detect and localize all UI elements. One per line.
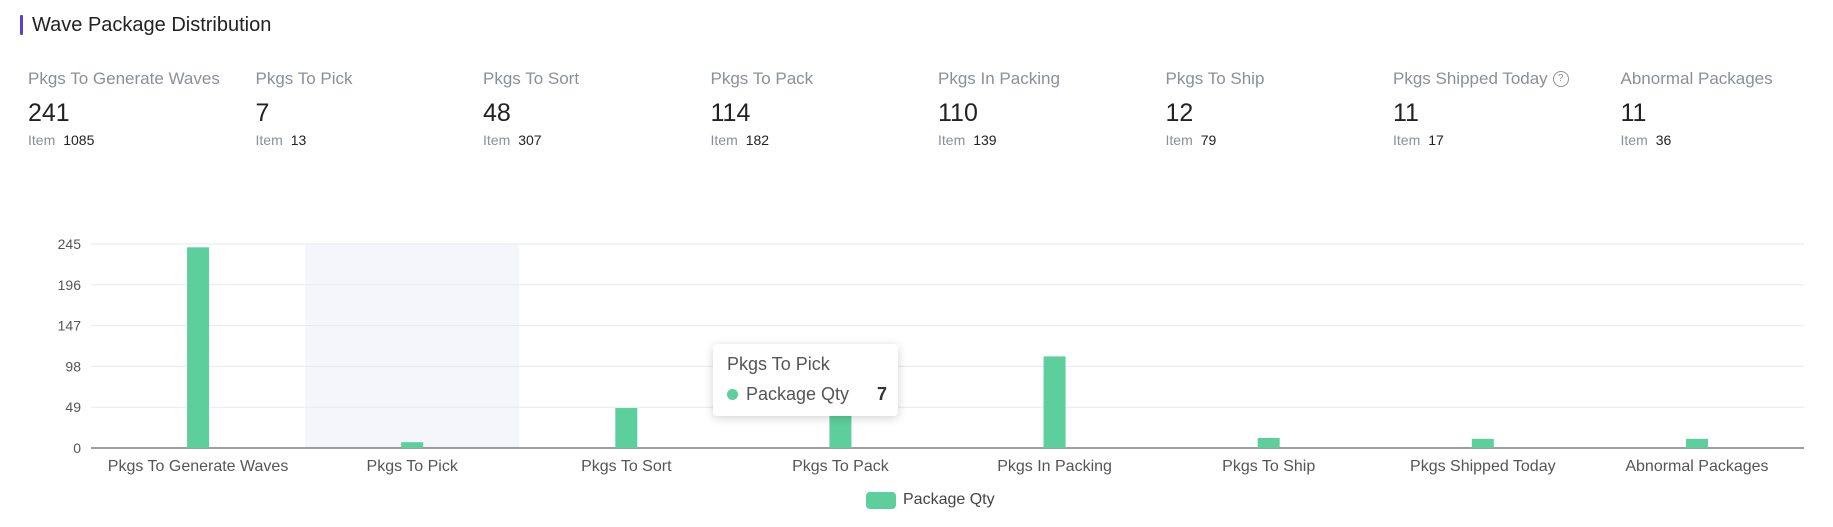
help-icon[interactable]: ?: [1552, 71, 1569, 87]
x-tick-label: Pkgs To Generate Waves: [108, 458, 289, 475]
page-title: Wave Package Distribution: [32, 13, 272, 36]
stat-item-count: Item 307: [483, 132, 711, 148]
stat-item-count: Item 1085: [28, 132, 256, 148]
stat-item-label: Item: [483, 132, 511, 148]
tooltip-row: Package Qty 7: [727, 384, 887, 405]
stat-value: 7: [255, 99, 270, 127]
stat-label-text: Pkgs To Generate Waves: [28, 69, 220, 88]
x-tick-label: Pkgs To Ship: [1222, 458, 1315, 475]
stat-item-label: Item: [255, 132, 283, 148]
section-header: Wave Package Distribution: [20, 14, 271, 36]
stat-value: 114: [710, 99, 751, 127]
stat-label-text: Abnormal Packages: [1620, 69, 1773, 88]
stat-card: Pkgs Shipped Today? 11 Item 17: [1393, 68, 1621, 148]
x-tick-label: Pkgs To Pack: [792, 458, 890, 475]
legend-swatch[interactable]: [866, 491, 896, 509]
tooltip-series-dot: [727, 389, 738, 400]
stat-label-text: Pkgs To Ship: [1165, 69, 1265, 88]
stat-item-value: 1085: [63, 132, 95, 148]
stat-label: Pkgs In Packing: [938, 68, 1166, 90]
bar[interactable]: [187, 247, 210, 448]
tooltip-title: Pkgs To Pick: [727, 354, 830, 374]
stat-card: Pkgs To Sort 48 Item 307: [483, 68, 711, 148]
stat-label-text: Pkgs To Sort: [483, 69, 580, 88]
stat-card: Pkgs To Pick 7 Item 13: [256, 68, 484, 148]
stat-item-count: Item 17: [1393, 132, 1621, 148]
stat-card: Pkgs To Generate Waves 241 Item 1085: [28, 68, 256, 148]
stat-item-label: Item: [1393, 132, 1421, 148]
title-accent-bar: [20, 15, 23, 35]
chart-legend[interactable]: Package Qty: [866, 491, 995, 509]
stat-label-text: Pkgs To Pack: [710, 69, 814, 88]
stat-value: 241: [28, 99, 70, 127]
x-tick-label: Pkgs Shipped Today: [1410, 458, 1556, 475]
stat-card: Pkgs To Pack 114 Item 182: [711, 68, 939, 148]
x-tick-label: Pkgs To Sort: [581, 458, 672, 475]
bar[interactable]: [1471, 438, 1494, 448]
stat-item-label: Item: [710, 132, 738, 148]
chart-tooltip: Pkgs To Pick Package Qty 7: [713, 344, 898, 416]
stat-card: Pkgs In Packing 110 Item 139: [938, 68, 1166, 148]
stat-item-count: Item 182: [711, 132, 939, 148]
stat-card: Pkgs To Ship 12 Item 79: [1166, 68, 1394, 148]
stat-label-text: Pkgs In Packing: [938, 69, 1060, 88]
x-tick-label: Abnormal Packages: [1625, 458, 1768, 475]
stat-value: 11: [1393, 99, 1419, 127]
stats-row: Pkgs To Generate Waves 241 Item 1085 Pkgs To…: [28, 68, 1833, 148]
y-tick-label: 196: [58, 277, 82, 293]
stat-item-value: 36: [1655, 132, 1672, 148]
stat-label: Pkgs To Pick: [256, 68, 484, 90]
stat-item-label: Item: [1165, 132, 1193, 148]
stat-item-count: Item 79: [1166, 132, 1394, 148]
stat-card: Abnormal Packages 11 Item 36: [1621, 68, 1833, 148]
stat-label: Pkgs To Sort: [483, 68, 711, 90]
y-tick-label: 245: [58, 236, 82, 252]
stat-label: Pkgs Shipped Today?: [1393, 68, 1621, 90]
stat-item-value: 139: [973, 132, 997, 148]
y-tick-label: 49: [65, 399, 81, 415]
stat-label: Abnormal Packages: [1621, 68, 1833, 90]
legend-label[interactable]: Package Qty: [903, 491, 995, 508]
stat-label: Pkgs To Ship: [1166, 68, 1394, 90]
stat-item-value: 307: [518, 132, 542, 148]
stat-value: 110: [938, 99, 978, 127]
stat-item-label: Item: [1620, 132, 1648, 148]
tooltip-series-name: Package Qty: [746, 384, 850, 404]
stat-value: 11: [1620, 99, 1647, 127]
stat-item-count: Item 36: [1621, 132, 1833, 148]
stat-label: Pkgs To Pack: [711, 68, 939, 90]
bar[interactable]: [1257, 438, 1280, 448]
hover-band: [305, 244, 520, 448]
y-tick-label: 0: [73, 440, 81, 456]
bar[interactable]: [1043, 356, 1066, 448]
y-tick-label: 147: [58, 318, 82, 334]
x-tick-label: Pkgs In Packing: [997, 458, 1112, 475]
x-tick-label: Pkgs To Pick: [367, 458, 459, 475]
stat-item-value: 182: [745, 132, 770, 148]
bar[interactable]: [401, 442, 424, 448]
tooltip-value: 7: [876, 384, 887, 404]
bar[interactable]: [1685, 438, 1708, 448]
stat-item-value: 79: [1200, 132, 1217, 148]
stat-item-label: Item: [28, 132, 56, 148]
stat-item-value: 17: [1428, 132, 1444, 148]
stat-item-count: Item 13: [256, 132, 484, 148]
stat-label-text: Pkgs To Pick: [255, 69, 353, 88]
stat-item-label: Item: [938, 132, 966, 148]
stat-label: Pkgs To Generate Waves: [28, 68, 256, 90]
stat-item-count: Item 139: [938, 132, 1166, 148]
bar[interactable]: [615, 408, 638, 448]
y-tick-label: 98: [65, 358, 81, 374]
stat-label-text: Pkgs Shipped Today: [1393, 69, 1548, 88]
stat-value: 12: [1165, 99, 1194, 127]
stat-value: 48: [483, 99, 511, 127]
stat-item-value: 13: [290, 132, 307, 148]
